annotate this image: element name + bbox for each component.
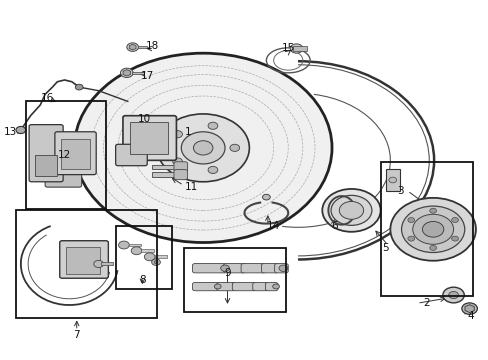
FancyBboxPatch shape xyxy=(45,134,81,187)
Circle shape xyxy=(461,303,476,314)
Circle shape xyxy=(322,189,380,232)
FancyBboxPatch shape xyxy=(261,264,278,273)
Text: 7: 7 xyxy=(73,330,80,341)
Text: 17: 17 xyxy=(141,71,154,81)
Text: 10: 10 xyxy=(138,114,151,124)
FancyBboxPatch shape xyxy=(241,264,265,273)
Text: 18: 18 xyxy=(145,41,159,51)
Text: 4: 4 xyxy=(467,311,473,321)
FancyBboxPatch shape xyxy=(232,283,255,291)
FancyBboxPatch shape xyxy=(192,264,226,273)
FancyBboxPatch shape xyxy=(192,283,219,291)
Bar xyxy=(101,262,113,265)
Bar xyxy=(380,162,472,296)
Circle shape xyxy=(118,241,129,249)
Circle shape xyxy=(208,166,217,174)
Circle shape xyxy=(75,84,83,90)
Circle shape xyxy=(229,144,239,152)
Circle shape xyxy=(181,132,224,164)
Text: 13: 13 xyxy=(3,127,17,137)
FancyBboxPatch shape xyxy=(265,283,278,291)
Circle shape xyxy=(131,247,142,255)
Bar xyxy=(152,172,179,177)
FancyBboxPatch shape xyxy=(116,144,147,166)
FancyBboxPatch shape xyxy=(223,264,245,273)
Bar xyxy=(16,210,157,318)
Bar xyxy=(131,72,143,74)
Circle shape xyxy=(16,126,26,134)
Bar xyxy=(26,102,106,208)
Circle shape xyxy=(220,265,229,271)
Bar xyxy=(116,226,171,289)
FancyBboxPatch shape xyxy=(216,283,235,291)
Circle shape xyxy=(448,292,458,298)
Circle shape xyxy=(151,259,160,265)
Circle shape xyxy=(172,131,182,138)
Text: 5: 5 xyxy=(382,243,388,253)
Circle shape xyxy=(172,158,182,165)
Circle shape xyxy=(429,246,436,250)
FancyBboxPatch shape xyxy=(122,116,176,160)
Circle shape xyxy=(262,194,270,200)
Bar xyxy=(35,155,57,176)
Text: 12: 12 xyxy=(58,150,71,160)
Text: 3: 3 xyxy=(396,186,403,196)
Text: 16: 16 xyxy=(41,93,54,103)
Bar xyxy=(61,139,90,169)
Circle shape xyxy=(389,198,475,261)
Text: 2: 2 xyxy=(423,298,429,308)
Circle shape xyxy=(193,141,212,155)
FancyBboxPatch shape xyxy=(274,264,287,273)
FancyBboxPatch shape xyxy=(55,132,96,175)
Circle shape xyxy=(144,253,155,261)
Circle shape xyxy=(126,43,138,51)
Circle shape xyxy=(407,236,414,241)
Circle shape xyxy=(442,287,463,303)
FancyBboxPatch shape xyxy=(29,125,63,182)
Text: 11: 11 xyxy=(184,182,197,192)
Circle shape xyxy=(401,206,464,252)
Bar xyxy=(66,247,100,274)
FancyBboxPatch shape xyxy=(174,162,187,172)
Circle shape xyxy=(75,54,330,242)
Circle shape xyxy=(451,217,458,222)
Bar xyxy=(152,165,179,169)
Bar xyxy=(141,249,153,252)
FancyBboxPatch shape xyxy=(252,283,268,291)
Bar xyxy=(154,255,166,258)
Text: 14: 14 xyxy=(266,221,280,231)
Circle shape xyxy=(388,177,396,183)
Text: 15: 15 xyxy=(281,43,294,53)
Circle shape xyxy=(157,114,249,182)
Circle shape xyxy=(272,284,279,289)
Circle shape xyxy=(208,122,217,129)
FancyBboxPatch shape xyxy=(60,241,108,278)
Text: 8: 8 xyxy=(139,275,145,285)
Circle shape xyxy=(279,265,287,271)
Circle shape xyxy=(214,284,221,289)
Circle shape xyxy=(451,236,458,241)
Bar xyxy=(385,169,399,191)
Circle shape xyxy=(407,217,414,222)
Circle shape xyxy=(412,214,453,244)
Text: 9: 9 xyxy=(224,268,230,278)
Text: 1: 1 xyxy=(185,127,191,137)
Circle shape xyxy=(94,260,103,267)
Circle shape xyxy=(422,221,443,237)
Circle shape xyxy=(120,68,133,77)
Text: 6: 6 xyxy=(330,221,337,231)
Bar xyxy=(130,122,168,154)
Circle shape xyxy=(429,208,436,213)
Circle shape xyxy=(330,195,371,225)
Bar xyxy=(183,248,285,312)
Circle shape xyxy=(339,202,363,219)
Bar xyxy=(292,46,306,51)
Circle shape xyxy=(154,261,158,264)
Bar xyxy=(137,46,147,48)
FancyBboxPatch shape xyxy=(174,170,187,180)
Bar xyxy=(128,244,141,247)
Circle shape xyxy=(289,44,302,53)
